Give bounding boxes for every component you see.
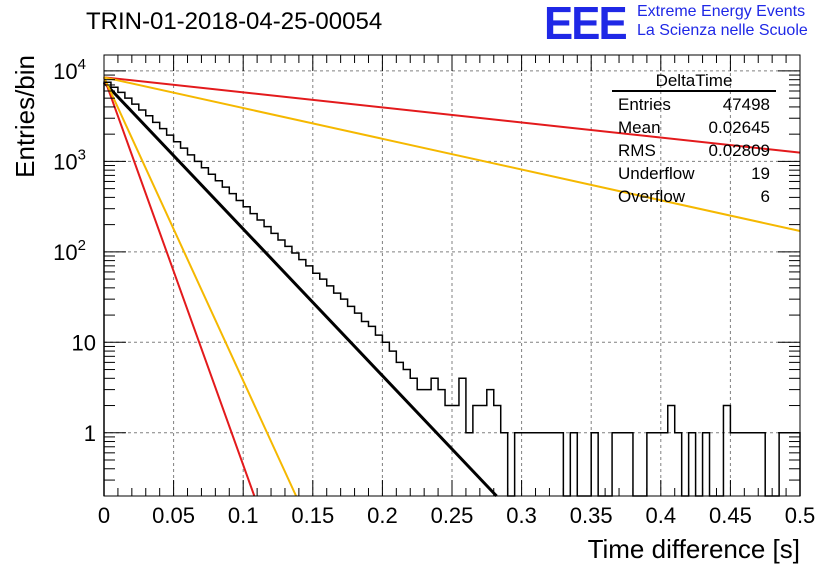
axis-ticks xyxy=(103,55,801,497)
x-tick-label: 0.35 xyxy=(570,503,613,528)
x-tick-labels: 0 0.05 0.1 0.15 0.2 0.25 0.3 0.35 0.4 0.45 0.5 xyxy=(98,503,815,528)
y-tick-label: 10 xyxy=(72,330,96,355)
x-tick-label: 0.5 xyxy=(785,503,816,528)
chart-title: TRIN-01-2018-04-25-00054 xyxy=(86,8,383,35)
stats-label: Mean xyxy=(618,118,661,137)
x-tick-label: 0.25 xyxy=(431,503,474,528)
stats-value: 6 xyxy=(761,187,770,206)
stats-box: DeltaTime Entries 47498 Mean 0.02645 RMS 0.02… xyxy=(612,71,776,206)
fit-curves xyxy=(102,76,801,498)
fit-line xyxy=(103,76,256,497)
x-axis-label: Time difference [s] xyxy=(588,534,800,564)
fit-line xyxy=(103,76,801,154)
x-tick-label: 0.45 xyxy=(709,503,752,528)
fit-line xyxy=(102,81,498,498)
histogram-outline xyxy=(103,81,801,497)
stats-label: Entries xyxy=(618,95,671,114)
x-tick-label: 0.15 xyxy=(291,503,334,528)
fit-line xyxy=(103,76,298,497)
x-tick-label: 0.3 xyxy=(506,503,537,528)
stats-value: 47498 xyxy=(723,95,770,114)
y-tick-label: 104 xyxy=(53,56,86,84)
x-tick-label: 0 xyxy=(98,503,110,528)
x-tick-label: 0.1 xyxy=(228,503,259,528)
y-axis-label: Entries/bin xyxy=(10,55,40,178)
x-tick-label: 0.2 xyxy=(367,503,398,528)
eee-logo: EEE xyxy=(544,0,628,49)
stats-label: Underflow xyxy=(618,164,695,183)
y-tick-label: 1 xyxy=(84,421,96,446)
x-tick-label: 0.4 xyxy=(646,503,677,528)
org-name: Extreme Energy Events xyxy=(637,3,806,20)
y-tick-label: 103 xyxy=(53,146,86,174)
stats-value: 19 xyxy=(751,164,770,183)
grid xyxy=(104,55,800,496)
stats-value: 0.02809 xyxy=(709,141,770,160)
stats-title: DeltaTime xyxy=(656,71,733,90)
fit-line xyxy=(103,76,801,232)
histogram xyxy=(103,81,801,497)
stats-value: 0.02645 xyxy=(709,118,770,137)
org-subtitle: La Scienza nelle Scuole xyxy=(637,22,808,39)
stats-label: RMS xyxy=(618,141,656,160)
stats-label: Overflow xyxy=(618,187,686,206)
y-tick-label: 102 xyxy=(53,237,86,265)
x-tick-label: 0.05 xyxy=(152,503,195,528)
